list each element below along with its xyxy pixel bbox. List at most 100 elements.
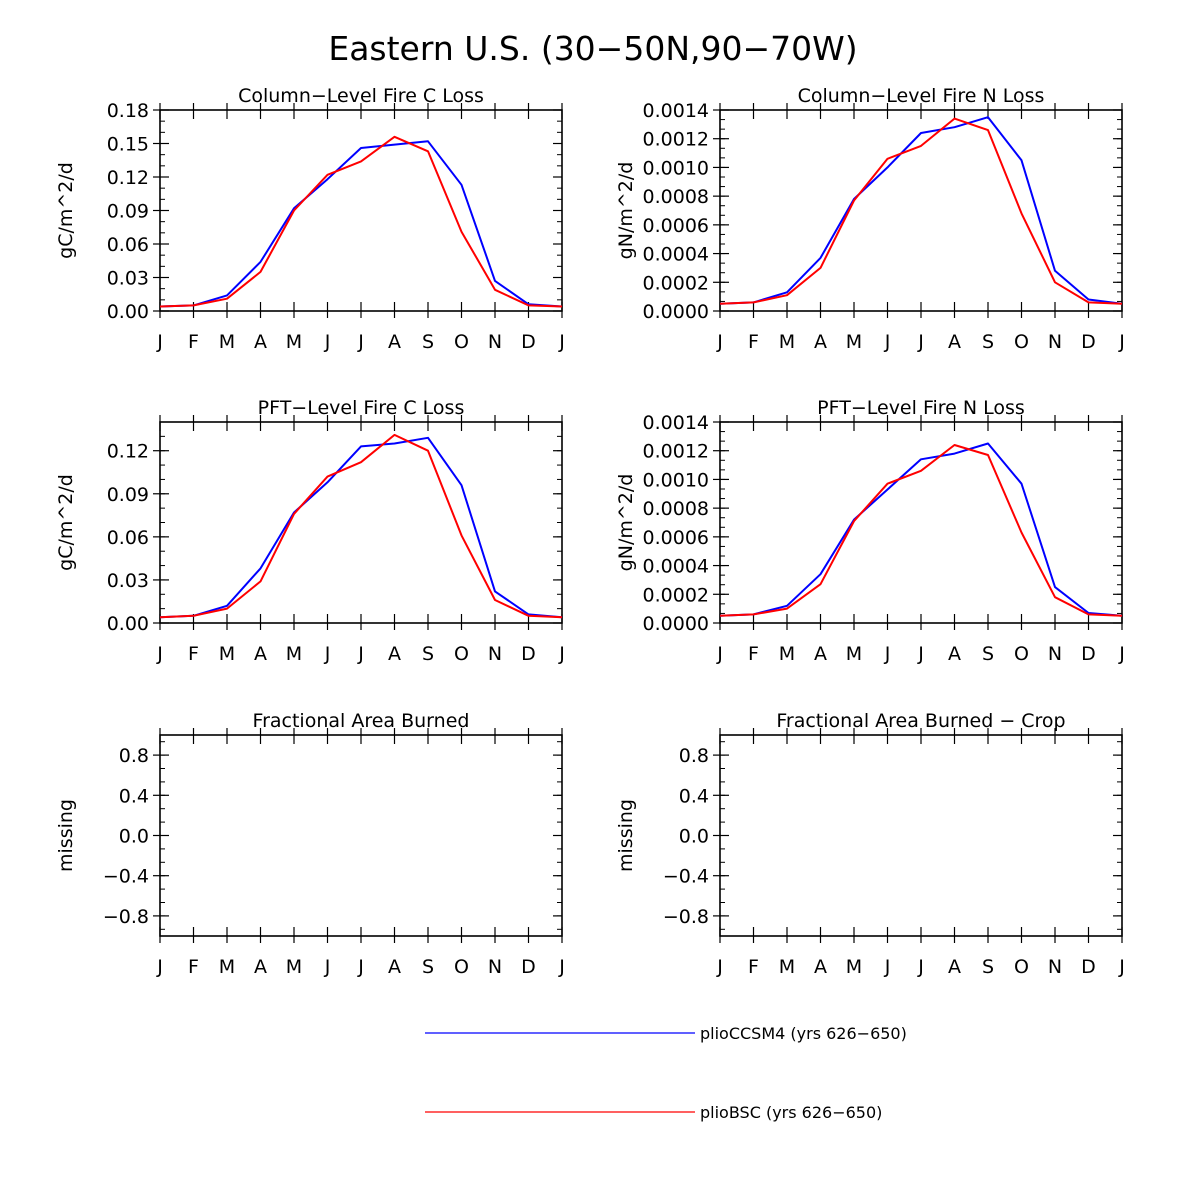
x-tick-label: J <box>357 956 364 978</box>
x-tick-label: J <box>324 331 331 353</box>
y-tick-label: 0.0010 <box>643 157 709 179</box>
x-tick-label: O <box>454 956 469 978</box>
x-tick-label: A <box>814 331 827 353</box>
x-tick-label: A <box>814 956 827 978</box>
panel-title: PFT−Level Fire N Loss <box>817 397 1025 419</box>
x-tick-label: M <box>779 643 795 665</box>
y-tick-label: 0.0008 <box>643 186 709 208</box>
x-tick-label: M <box>286 643 302 665</box>
y-tick-label: 0.15 <box>107 134 149 156</box>
plot-frame <box>159 421 563 624</box>
x-tick-label: J <box>156 331 163 353</box>
panel-title: Column−Level Fire C Loss <box>238 85 484 107</box>
x-tick-label: A <box>948 643 961 665</box>
x-tick-label: D <box>1081 956 1096 978</box>
x-tick-label: N <box>488 643 502 665</box>
x-tick-label: A <box>254 643 267 665</box>
series-line-plioccsm4 <box>719 442 1123 617</box>
x-tick-label: O <box>454 643 469 665</box>
series-line-pliobsc <box>719 444 1123 617</box>
y-tick-label: 0.09 <box>107 484 149 506</box>
y-tick-label: 0.0014 <box>643 100 709 122</box>
y-tick-label: 0.0006 <box>643 527 709 549</box>
x-tick-label: M <box>219 643 235 665</box>
x-tick-label: O <box>1014 331 1029 353</box>
x-tick-label: D <box>1081 331 1096 353</box>
x-tick-label: A <box>254 956 267 978</box>
x-tick-label: F <box>188 331 199 353</box>
x-tick-label: M <box>219 956 235 978</box>
x-tick-label: S <box>422 643 434 665</box>
panel-6: Fractional Area Burned − Crop missing −0.8… <box>615 710 1125 978</box>
x-tick-label: J <box>558 643 565 665</box>
legend-label-pliobsc: plioBSC (yrs 626−650) <box>700 1103 882 1122</box>
x-tick-label: O <box>454 331 469 353</box>
y-tick-label: −0.8 <box>103 906 149 928</box>
legend-label-plioccsm4: plioCCSM4 (yrs 626−650) <box>700 1024 907 1043</box>
y-tick-label: 0.0000 <box>643 613 709 635</box>
x-tick-label: J <box>884 643 891 665</box>
x-tick-label: D <box>1081 643 1096 665</box>
x-tick-label: M <box>846 331 862 353</box>
panel-title: Fractional Area Burned − Crop <box>776 710 1065 732</box>
x-tick-label: S <box>982 331 994 353</box>
x-tick-label: J <box>884 956 891 978</box>
y-tick-label: 0.8 <box>119 745 149 767</box>
x-tick-label: N <box>1048 331 1062 353</box>
x-tick-label: N <box>1048 643 1062 665</box>
x-tick-label: N <box>488 331 502 353</box>
x-tick-label: D <box>521 643 536 665</box>
x-tick-label: S <box>982 956 994 978</box>
x-tick-label: A <box>388 956 401 978</box>
plot-frame <box>159 734 563 937</box>
x-tick-label: J <box>324 643 331 665</box>
x-tick-label: J <box>558 956 565 978</box>
series-line-plioccsm4 <box>159 140 563 308</box>
y-tick-label: 0.4 <box>119 785 149 807</box>
y-tick-label: 0.06 <box>107 234 149 256</box>
y-tick-label: 0.0 <box>119 826 149 848</box>
y-tick-label: 0.12 <box>107 167 149 189</box>
x-tick-label: A <box>254 331 267 353</box>
x-tick-label: A <box>388 331 401 353</box>
x-tick-label: J <box>156 956 163 978</box>
x-tick-label: J <box>716 956 723 978</box>
y-tick-label: 0.0008 <box>643 498 709 520</box>
x-tick-label: S <box>982 643 994 665</box>
panel-3: PFT−Level Fire C Loss gC/m^2/d 0.00 0.03 0.0… <box>55 397 565 665</box>
panel-title: PFT−Level Fire C Loss <box>258 397 465 419</box>
x-tick-label: M <box>286 956 302 978</box>
figure-title: Eastern U.S. (30−50N,90−70W) <box>328 29 857 68</box>
series-line-pliobsc <box>719 117 1123 305</box>
y-tick-label: −0.8 <box>663 906 709 928</box>
y-tick-label: 0.0 <box>679 826 709 848</box>
series-line-plioccsm4 <box>719 116 1123 305</box>
y-tick-label: 0.0012 <box>643 129 709 151</box>
x-tick-label: F <box>748 643 759 665</box>
x-tick-label: D <box>521 956 536 978</box>
y-tick-label: 0.12 <box>107 441 149 463</box>
plot-frame <box>159 109 563 312</box>
y-tick-label: 0.03 <box>107 268 149 290</box>
panels: Column−Level Fire C Loss gC/m^2/d 0.00 0.03… <box>55 85 1125 978</box>
x-tick-label: J <box>357 331 364 353</box>
x-tick-label: M <box>779 956 795 978</box>
y-axis-label: gC/m^2/d <box>55 474 77 571</box>
x-tick-label: F <box>748 956 759 978</box>
y-tick-label: 0.06 <box>107 527 149 549</box>
y-axis-label: gN/m^2/d <box>615 474 637 572</box>
x-tick-label: J <box>558 331 565 353</box>
x-tick-label: O <box>1014 643 1029 665</box>
legend: plioCCSM4 (yrs 626−650) plioBSC (yrs 626… <box>425 1024 907 1122</box>
y-tick-label: 0.0002 <box>643 584 709 606</box>
y-tick-label: −0.4 <box>663 866 709 888</box>
series-line-pliobsc <box>159 135 563 308</box>
x-tick-label: J <box>917 956 924 978</box>
x-tick-label: F <box>188 643 199 665</box>
x-tick-label: J <box>716 643 723 665</box>
panel-2: Column−Level Fire N Loss gN/m^2/d 0.0000 0.… <box>615 85 1125 353</box>
y-axis-label: gN/m^2/d <box>615 162 637 260</box>
x-tick-label: O <box>1014 956 1029 978</box>
x-tick-label: M <box>286 331 302 353</box>
